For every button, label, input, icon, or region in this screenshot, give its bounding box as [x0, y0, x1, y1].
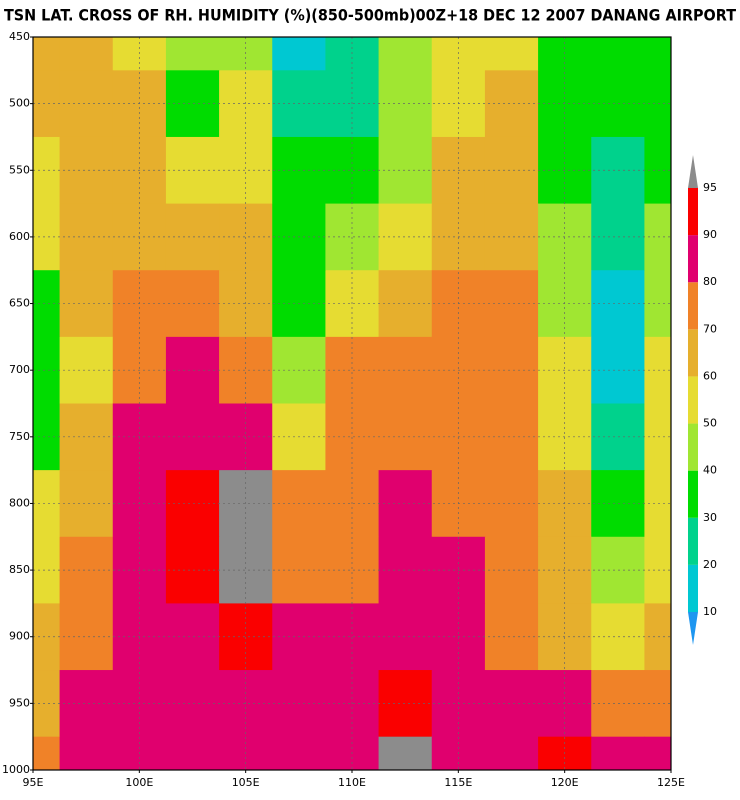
field-cell [272, 736, 326, 770]
x-tick-label: 95E [23, 776, 44, 789]
colorbar-label: 50 [703, 417, 717, 430]
y-tick-label: 850 [9, 563, 30, 576]
colorbar-label: 30 [703, 511, 717, 524]
field-cell [59, 37, 114, 71]
field-cell [33, 470, 61, 538]
field-cell [33, 603, 61, 671]
colorbar-label: 40 [703, 464, 717, 477]
field-cell [484, 403, 539, 471]
colorbar-box [688, 517, 698, 565]
field-cell [484, 270, 539, 338]
field-cell [272, 37, 326, 71]
field-cell [59, 536, 114, 604]
x-tick-label: 110E [338, 776, 366, 789]
y-tick-label: 700 [9, 363, 30, 376]
y-tick-label: 950 [9, 696, 30, 709]
x-tick-label: 105E [232, 776, 260, 789]
field-cell [59, 670, 114, 738]
colorbar-high [688, 155, 698, 188]
colorbar-box [688, 282, 698, 330]
colorbar-box [688, 329, 698, 377]
y-tick-label: 650 [9, 297, 30, 310]
y-tick-label: 900 [9, 630, 30, 643]
colorbar-low [688, 612, 698, 645]
field-cell [33, 203, 61, 271]
x-tick-label: 125E [657, 776, 685, 789]
field-cell [165, 37, 220, 71]
field-cell [484, 470, 539, 538]
field-cell [33, 336, 61, 404]
field-cell [378, 736, 433, 770]
field-cell [644, 37, 671, 71]
field-cell [484, 203, 539, 271]
field-cell [59, 336, 114, 404]
y-tick-label: 600 [9, 230, 30, 243]
plot-frame [32, 36, 672, 771]
colorbar-box [688, 423, 698, 471]
colorbar-label: 60 [703, 369, 717, 382]
colorbar-box [688, 376, 698, 424]
y-tick-label: 1000 [2, 763, 30, 776]
y-tick-label: 750 [9, 430, 30, 443]
field-cell [33, 670, 61, 738]
field-cell [33, 136, 61, 205]
field-cell [59, 470, 114, 538]
colorbar-box [688, 470, 698, 518]
field-cell [484, 37, 539, 71]
y-tick-label: 450 [9, 30, 30, 43]
y-tick-label: 550 [9, 163, 30, 176]
field-cell [484, 670, 539, 738]
field-cell [59, 403, 114, 471]
field-cell [33, 736, 61, 770]
field-cell [644, 736, 671, 770]
colorbar-label: 20 [703, 558, 717, 571]
colorbar-label: 80 [703, 275, 717, 288]
colorbar-label: 10 [703, 605, 717, 618]
colorbar-label: 95 [703, 181, 717, 194]
chart-title: TSN LAT. CROSS OF RH. HUMIDITY (%)(850-5… [4, 6, 736, 25]
field-cell [484, 336, 539, 404]
colorbar-box [688, 564, 698, 612]
field-cell [165, 736, 220, 770]
field-cell [484, 536, 539, 604]
y-tick-label: 800 [9, 496, 30, 509]
x-tick-label: 120E [551, 776, 579, 789]
field-cell [59, 70, 114, 138]
field-cell [33, 70, 61, 138]
field-cell [33, 270, 61, 338]
field-cell [591, 736, 645, 770]
field-cell [484, 736, 539, 770]
field-cell [33, 37, 61, 71]
field-cell [378, 37, 433, 71]
field-cell [591, 37, 645, 71]
field-cell [484, 603, 539, 671]
field-cell [33, 403, 61, 471]
colorbar-box [688, 235, 698, 283]
y-tick-label: 500 [9, 97, 30, 110]
colorbar-label: 90 [703, 228, 717, 241]
field-cell [59, 136, 114, 205]
field-cell [59, 736, 114, 770]
field-cell [59, 603, 114, 671]
field-cell [59, 270, 114, 338]
field-cell [484, 70, 539, 138]
colorbar-box [688, 188, 698, 236]
field-cell [33, 536, 61, 604]
field-cell [484, 136, 539, 205]
x-tick-label: 100E [125, 776, 153, 789]
colorbar-label: 70 [703, 322, 717, 335]
field-cell [59, 203, 114, 271]
x-tick-label: 115E [444, 776, 472, 789]
